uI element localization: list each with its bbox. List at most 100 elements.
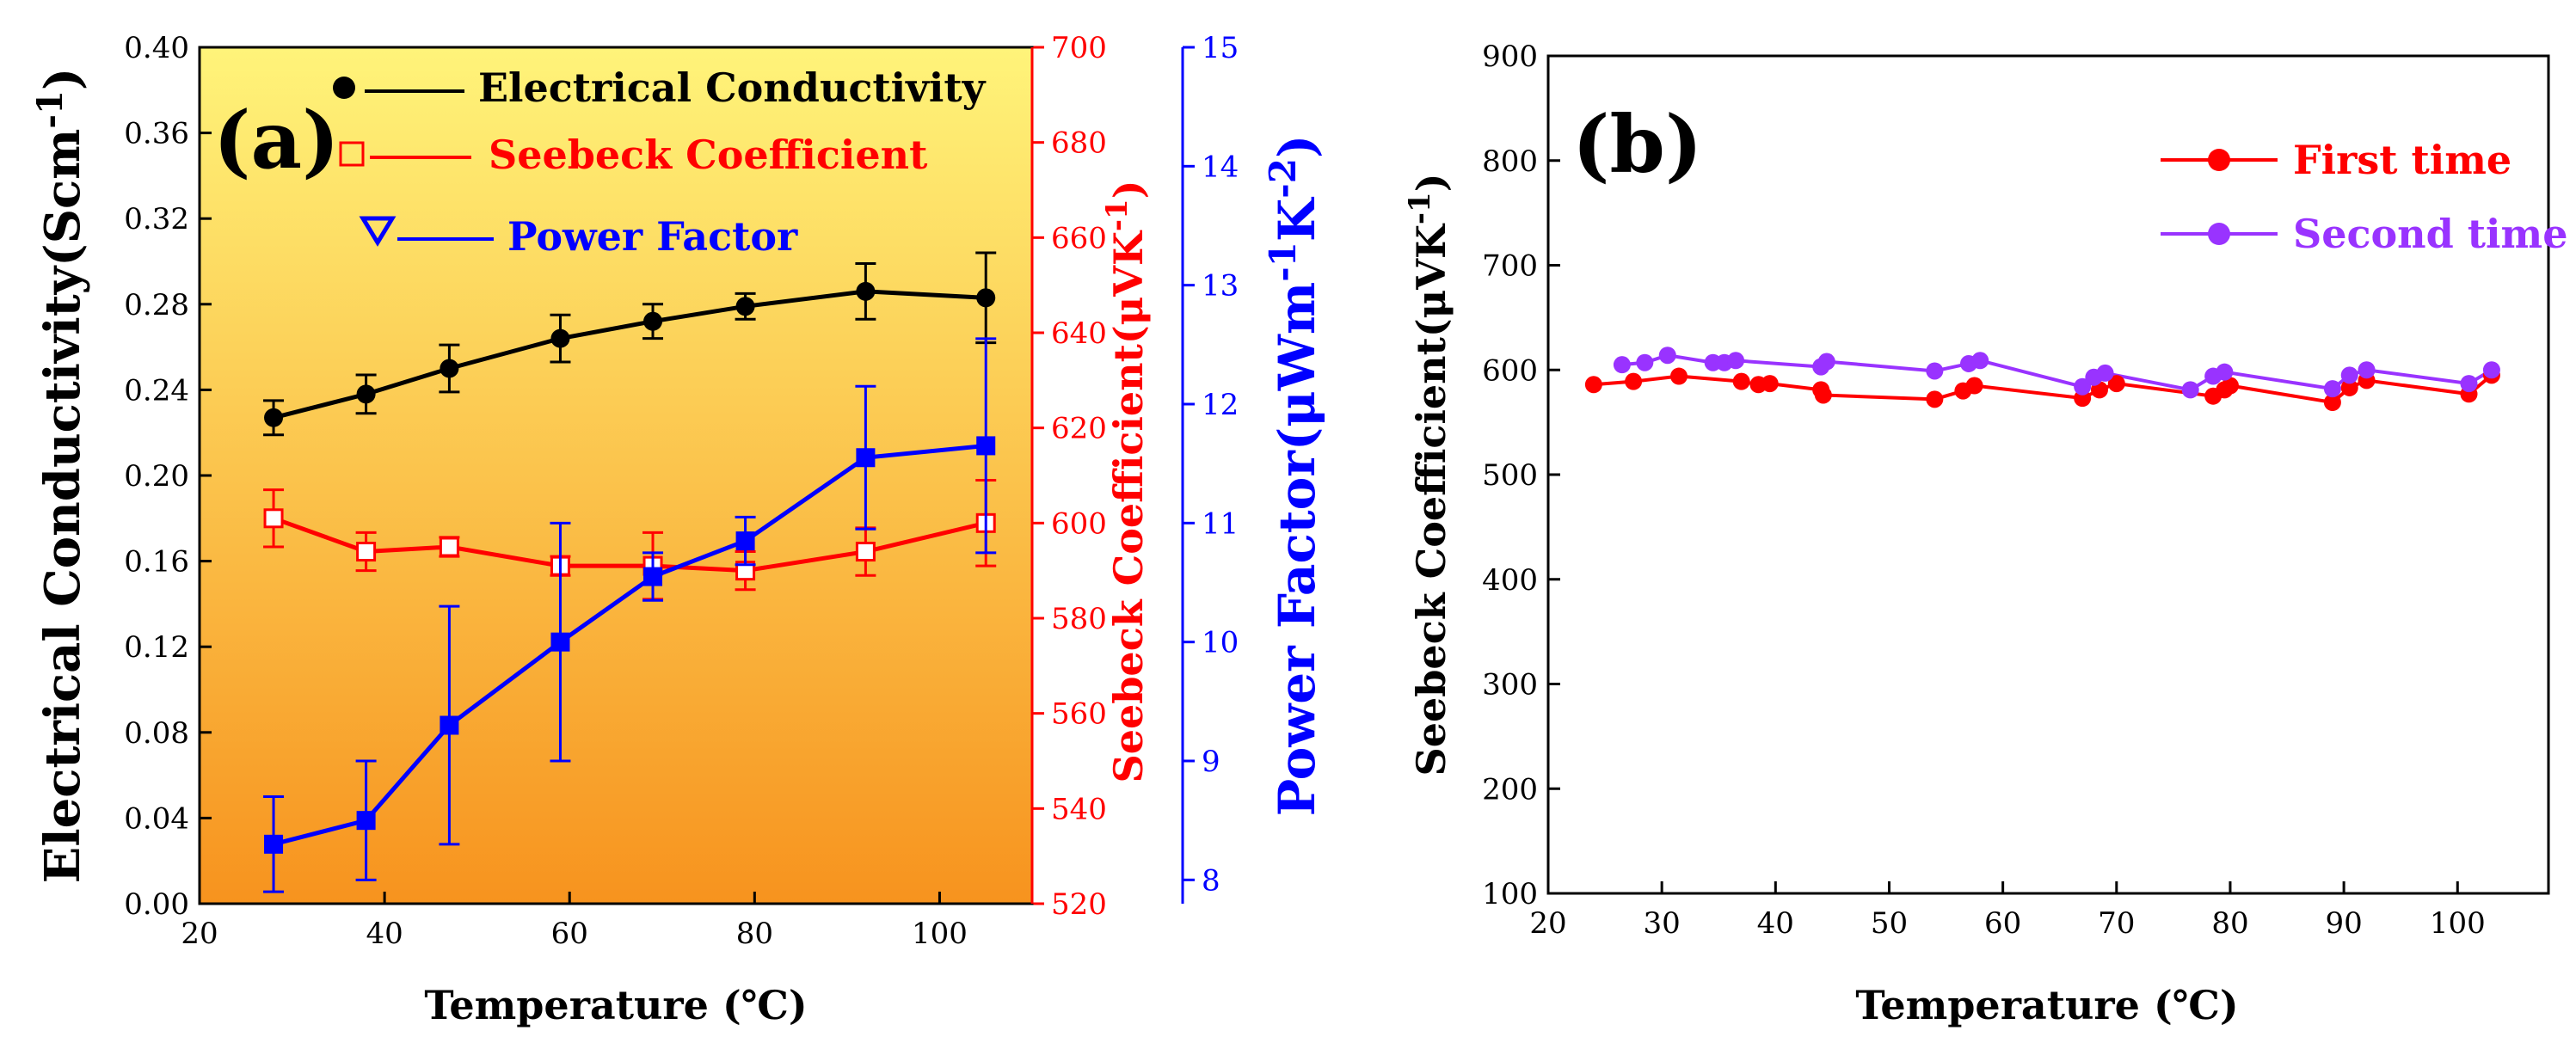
chart-b-data-point — [2340, 378, 2358, 396]
chart-b-plot-frame — [1546, 54, 2550, 895]
chart-b-y-tick-label: 200 — [1482, 772, 1538, 807]
chart-a-right1-tick-label: 660 — [1051, 221, 1107, 255]
chart-a-data-point — [550, 328, 570, 348]
chart-a-right2-tick-label: 8 — [1202, 863, 1220, 898]
chart-a-series — [263, 251, 997, 893]
chart-a-left-tick-label: 0.36 — [124, 117, 189, 151]
chart-b-y-tick-label: 500 — [1482, 458, 1538, 493]
chart-a-data-point — [356, 811, 376, 831]
chart-b-y-ticks: 100 200 300 400 500 600 700 800 900 — [1482, 40, 1560, 911]
chart-a-left-tick-label: 0.16 — [124, 545, 189, 580]
chart-b-x-tick-label: 90 — [2325, 906, 2362, 941]
chart-b-data-point — [1761, 375, 1779, 393]
chart-a-series-line-2 — [273, 443, 987, 847]
legend-marker-second-time — [2208, 223, 2230, 245]
chart-a-panel-label: (a) — [213, 94, 340, 187]
chart-a-data-point — [550, 632, 570, 652]
chart-a-data-point — [643, 311, 663, 331]
chart-a-right2-tick-label: 9 — [1202, 745, 1220, 779]
chart-a-legend: Electrical Conductivity Seebeck Coeffici… — [333, 64, 987, 260]
chart-b-data-point — [2358, 361, 2376, 379]
legend-label-seebeck: Seebeck Coefficient — [489, 132, 928, 178]
chart-a-right1-axis-label: Seebeck Coefficient(μVK-1) — [1100, 181, 1152, 783]
chart-a-left-tick-label: 0.04 — [124, 801, 189, 836]
chart-b-x-tick-label: 30 — [1644, 906, 1681, 941]
chart-a-left-tick-label: 0.24 — [124, 373, 189, 408]
chart-b-data-point — [2216, 363, 2234, 381]
chart-a-data-point — [440, 359, 459, 378]
chart-a-left-tick-label: 0.32 — [124, 202, 189, 236]
chart-b-data-point — [2482, 361, 2500, 379]
chart-b-data-point — [2107, 375, 2125, 393]
chart-b-x-tick-label: 70 — [2098, 906, 2135, 941]
chart-a-right1-tick-label: 580 — [1051, 602, 1107, 636]
chart-b-data-point — [1625, 372, 1643, 390]
chart-a-data-point — [356, 542, 377, 562]
chart-a-right1-tick-label: 640 — [1051, 316, 1107, 351]
chart-a-right1-tick-label: 540 — [1051, 792, 1107, 826]
chart-b-data-point — [1584, 376, 1602, 394]
chart-b-y-tick-label: 600 — [1482, 353, 1538, 388]
chart-a-left-tick-label: 0.12 — [124, 630, 189, 665]
chart-b-data-point — [1926, 390, 1944, 408]
chart-b-x-tick-label: 20 — [1529, 906, 1566, 941]
chart-a-series-line-1 — [273, 516, 987, 574]
chart-a-x-tick-label: 100 — [912, 917, 968, 951]
chart-a-data-point — [735, 297, 755, 316]
chart-a-right2-tick-label: 12 — [1202, 388, 1239, 422]
chart-b-data-point — [1965, 377, 1983, 395]
chart-a-data-point — [263, 508, 284, 529]
chart-b-data-point — [1658, 347, 1676, 365]
legend-label-second-time: Second time — [2293, 211, 2567, 257]
chart-a-right1-tick-label: 600 — [1051, 506, 1107, 541]
legend-label-power-factor: Power Factor — [507, 213, 798, 260]
chart-a-data-point — [356, 384, 376, 404]
chart-a-x-tick-label: 80 — [736, 917, 773, 951]
chart-b-series-line-0 — [1593, 373, 2493, 405]
chart-b-data-point — [1613, 356, 1631, 374]
chart-a-data-point — [735, 531, 755, 551]
chart-a: 0.00 0.04 0.08 0.12 0.16 0.20 0.24 0.28 0.32 0.36… — [30, 31, 1326, 1028]
legend-marker-seebeck — [339, 141, 365, 167]
chart-b-y-tick-label: 800 — [1482, 144, 1538, 179]
chart-b-data-point — [2181, 381, 2199, 399]
chart-a-right1-tick-label: 620 — [1051, 412, 1107, 446]
legend-marker-conductivity — [333, 77, 355, 99]
chart-b-data-point — [2074, 377, 2092, 396]
chart-b-data-point — [1926, 362, 1944, 380]
chart-b-x-tick-label: 100 — [2430, 906, 2486, 941]
chart-a-left-tick-label: 0.28 — [124, 288, 189, 322]
chart-a-plot-background — [200, 47, 1032, 904]
chart-b-x-ticks: 20 30 40 50 60 70 80 90 100 — [1529, 881, 2486, 941]
chart-b-data-point — [1636, 353, 1654, 371]
chart-b-y-tick-label: 400 — [1482, 563, 1538, 598]
chart-a-left-tick-label: 0.40 — [124, 31, 189, 65]
chart-a-right2-axis-label: Power Factor(μWm-1K-2) — [1262, 135, 1326, 817]
legend-marker-power-factor — [359, 216, 397, 247]
chart-a-right1-ticks: 520 540 560 580 600 620 640 660 680 700 — [1032, 31, 1107, 922]
chart-b-y-tick-label: 300 — [1482, 668, 1538, 702]
chart-a-x-axis-label: Temperature (℃) — [424, 982, 807, 1028]
chart-a-right2-tick-label: 10 — [1202, 626, 1239, 660]
chart-b-x-tick-label: 40 — [1757, 906, 1794, 941]
chart-a-left-tick-label: 0.00 — [124, 887, 189, 922]
chart-a-right1-tick-label: 700 — [1051, 31, 1107, 65]
chart-b-series — [1584, 347, 2500, 411]
chart-a-x-tick-label: 40 — [366, 917, 403, 951]
chart-b-data-point — [2323, 393, 2341, 411]
chart-b-data-point — [1669, 367, 1688, 385]
chart-a-data-point — [855, 542, 876, 562]
chart-a-right2-ticks: 8 9 10 11 12 13 14 15 — [1183, 31, 1239, 898]
chart-b-data-point — [2323, 380, 2341, 398]
chart-a-x-tick-label: 60 — [551, 917, 588, 951]
chart-a-left-tick-label: 0.08 — [124, 716, 189, 751]
chart-b-data-point — [1727, 352, 1745, 370]
chart-b-x-tick-label: 80 — [2211, 906, 2248, 941]
chart-a-right1-tick-label: 560 — [1051, 697, 1107, 732]
chart-a-data-point — [856, 448, 876, 468]
chart-b-data-point — [1971, 352, 1989, 370]
chart-a-right2-tick-label: 14 — [1202, 150, 1239, 184]
chart-a-data-point — [976, 288, 996, 308]
chart-b-data-point — [2460, 375, 2478, 393]
chart-a-right2-tick-label: 11 — [1202, 506, 1239, 541]
